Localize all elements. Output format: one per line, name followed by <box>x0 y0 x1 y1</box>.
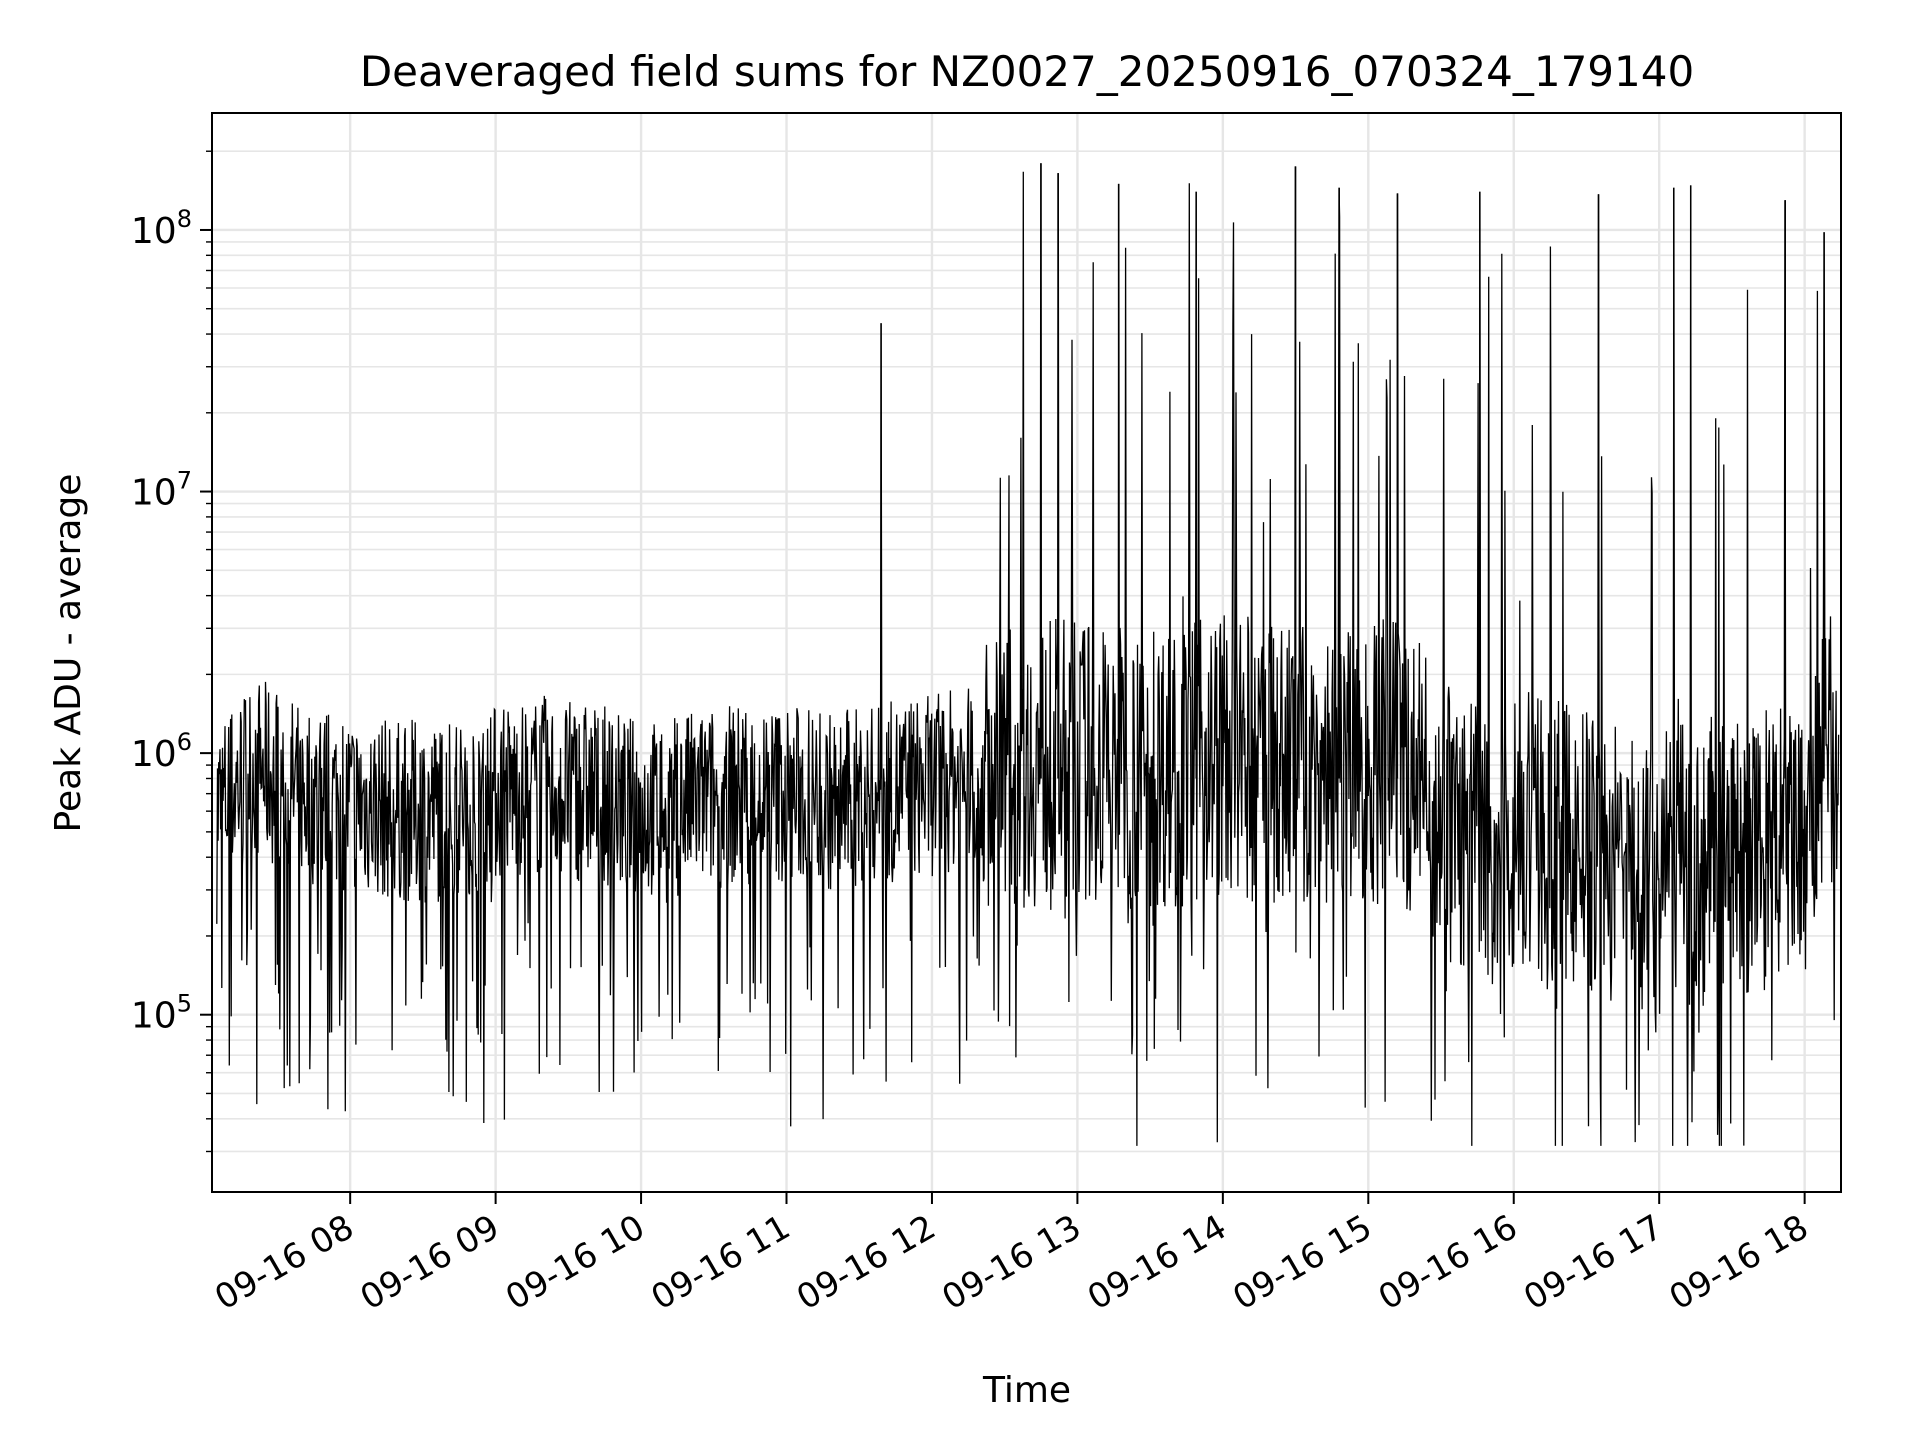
y-tick-label: 105 <box>131 990 192 1037</box>
y-tick-label: 106 <box>131 728 192 775</box>
y-tick-label: 108 <box>131 205 192 252</box>
y-axis-label: Peak ADU - average <box>48 474 89 833</box>
series-layer <box>216 163 1840 1146</box>
x-axis-label: Time <box>982 1370 1071 1411</box>
chart-title: Deaveraged field sums for NZ0027_2025091… <box>360 47 1694 96</box>
series-line <box>216 163 1840 1146</box>
plot-area <box>212 113 1841 1192</box>
plot-frame <box>211 112 1842 1193</box>
y-tick-label: 107 <box>131 467 192 514</box>
